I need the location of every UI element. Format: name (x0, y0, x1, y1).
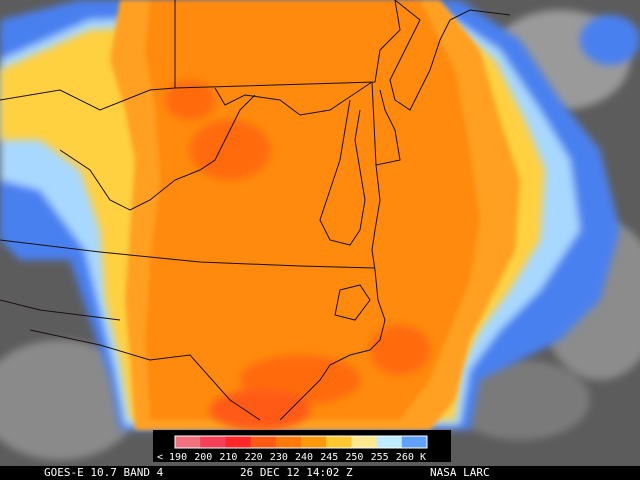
legend-tick-label: 260 (395, 452, 414, 463)
legend-tick-label: 200 (194, 452, 213, 463)
pa-border (174, 0, 401, 89)
image-caption: GOES-E 10.7 BAND 4 26 DEC 12 14:02 Z NAS… (0, 466, 640, 480)
satellite-map (0, 0, 640, 468)
deep-convection-patches (165, 80, 430, 430)
observation-datetime: 26 DEC 12 14:02 Z (240, 466, 353, 479)
legend-tick-label: 210 (219, 452, 238, 463)
nj-coast (389, 0, 511, 111)
legend-swatch (376, 436, 403, 448)
satellite-band-label: GOES-E 10.7 BAND 4 (44, 466, 164, 479)
legend-tick-label: 230 (269, 452, 288, 463)
legend-swatch (275, 436, 302, 448)
chesapeake-bay (319, 99, 366, 246)
legend-tick-label: < 190 (157, 452, 188, 463)
political-boundaries (0, 0, 511, 421)
legend-swatch (250, 436, 277, 448)
legend-tick-label: 240 (295, 452, 314, 463)
legend-tick-label: 220 (244, 452, 263, 463)
legend-swatch (175, 436, 201, 448)
legend-swatch (326, 436, 352, 448)
md-va-border (214, 81, 373, 116)
cold-cloud-core (110, 0, 520, 430)
legend-color-bar (174, 435, 428, 449)
legend-tick-label: 250 (345, 452, 364, 463)
legend-bar-outline (174, 435, 428, 449)
wv-border (0, 87, 256, 211)
nc-sc-border (29, 329, 261, 421)
legend-unit: K (420, 452, 427, 463)
de-border (371, 81, 401, 166)
legend-swatch (301, 436, 327, 448)
legend-tick-label: 255 (370, 452, 389, 463)
legend-swatch (401, 436, 428, 448)
legend-swatch (200, 436, 226, 448)
legend-tick-label: 245 (320, 452, 339, 463)
temperature-legend: < 190 200 210 220 230 240 245 250 255 260 K (153, 430, 451, 463)
va-nc-border (0, 239, 376, 269)
pamlico-sound (334, 284, 371, 321)
atlantic-coast (279, 164, 386, 421)
legend-swatch (225, 436, 252, 448)
credit-label: NASA LARC (430, 466, 490, 479)
legend-swatch (351, 436, 378, 448)
tn-border (0, 299, 121, 321)
